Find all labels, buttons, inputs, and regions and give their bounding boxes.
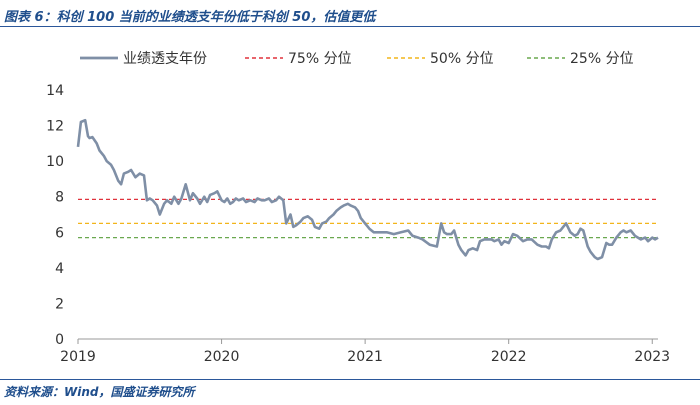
x-tick-label: 2022 [491,349,527,365]
legend-item-p50: 50% 分位 [387,51,494,67]
x-tick-label: 2023 [634,349,670,365]
y-tick-label: 2 [55,296,64,312]
legend-label: 25% 分位 [570,51,634,67]
x-tick-label: 2020 [204,349,240,365]
legend-item-p25: 25% 分位 [527,51,634,67]
y-tick-label: 12 [46,119,64,135]
x-tick-label: 2019 [60,349,96,365]
percentile-lines [78,198,658,239]
x-tick-label: 2021 [347,349,383,365]
legend-label: 75% 分位 [288,51,352,67]
y-tick-label: 10 [46,154,64,170]
x-axis: 2019 2020 2021 2022 2023 [60,338,670,365]
legend: 业绩透支年份 75% 分位 50% 分位 25% 分位 [80,51,634,67]
legend-item-overdraft-years: 业绩透支年份 [80,51,207,67]
y-tick-label: 4 [55,261,64,277]
y-axis: 0 2 4 6 8 10 12 14 [46,83,64,348]
y-tick-label: 0 [55,332,64,348]
bottom-rule [0,379,700,380]
legend-item-p75: 75% 分位 [245,51,352,67]
top-rule [0,26,700,27]
series-line-overdraft-years [76,118,659,261]
series-lines [76,118,659,261]
legend-label: 50% 分位 [430,51,494,67]
source-note: 资料来源：Wind，国盛证券研究所 [4,385,195,399]
y-tick-label: 6 [55,225,64,241]
y-tick-label: 14 [46,83,64,99]
figure-caption: 图表 6：科创 100 当前的业绩透支年份低于科创 50，估值更低 [4,10,376,25]
y-tick-label: 8 [55,190,64,206]
legend-label: 业绩透支年份 [123,51,207,67]
